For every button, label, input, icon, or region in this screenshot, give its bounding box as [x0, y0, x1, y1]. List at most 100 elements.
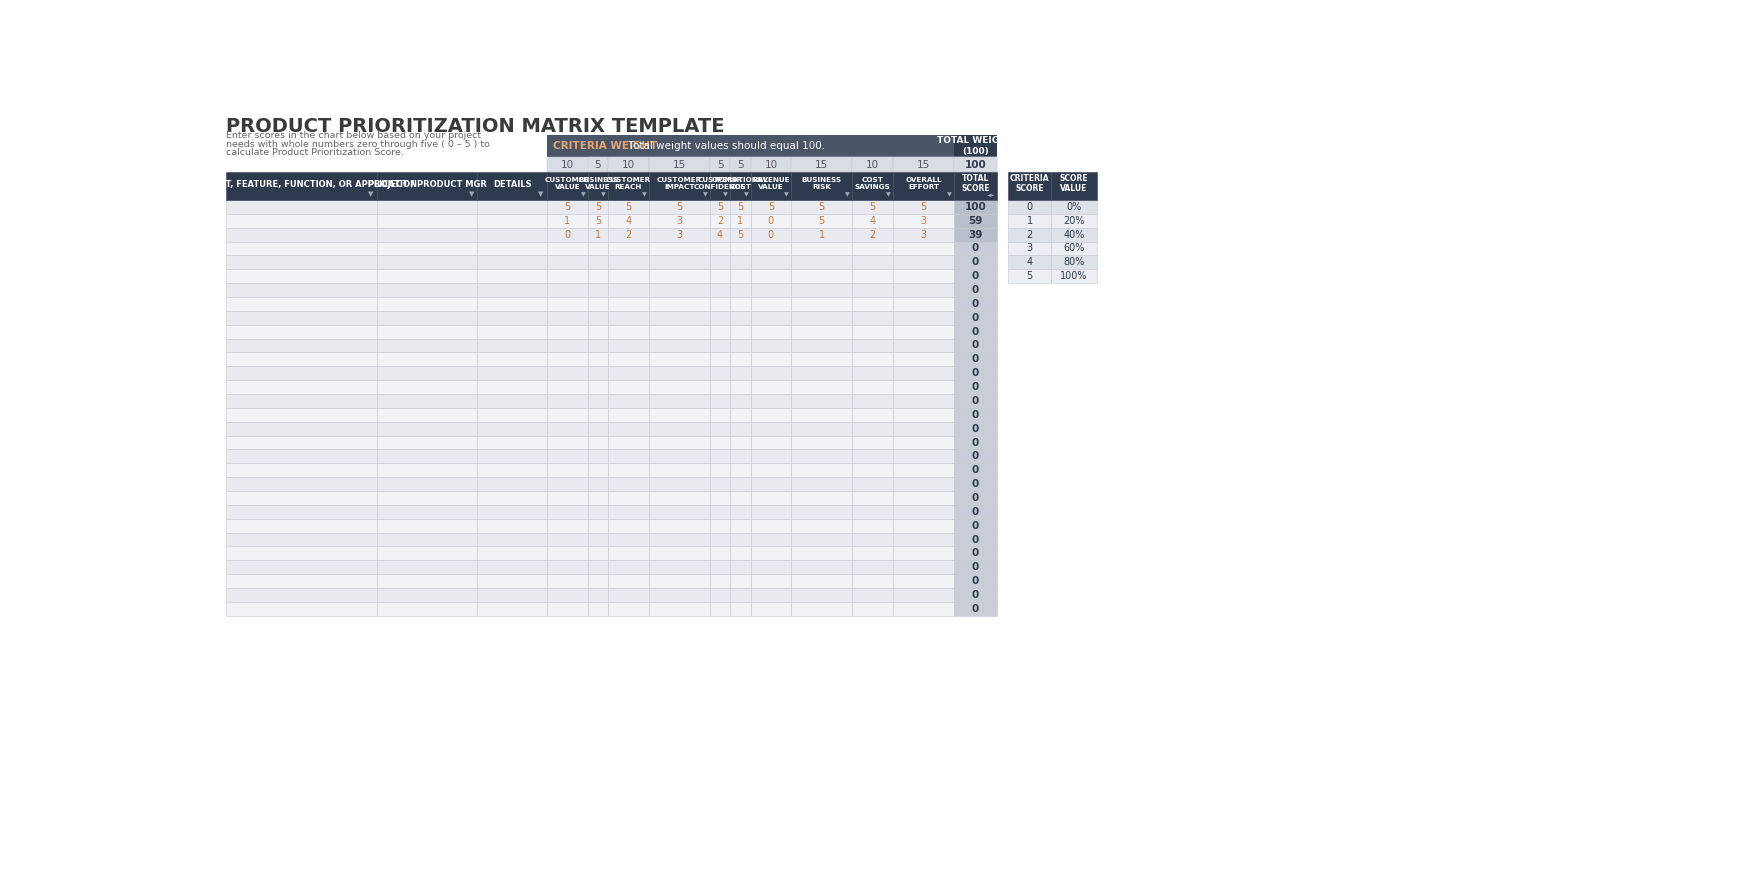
Bar	[894, 214, 955, 228]
Bar	[547, 408, 587, 422]
Bar	[477, 532, 547, 546]
Bar	[791, 602, 852, 616]
Text: ▼: ▼	[744, 192, 749, 197]
Text: 0: 0	[972, 382, 979, 392]
Bar	[225, 241, 376, 255]
Bar	[376, 200, 477, 214]
Bar	[730, 338, 751, 352]
Text: 0: 0	[972, 590, 979, 600]
Bar	[791, 228, 852, 241]
Bar	[894, 297, 955, 311]
Bar	[376, 449, 477, 464]
Bar	[955, 561, 996, 574]
Bar	[791, 200, 852, 214]
Bar	[730, 588, 751, 602]
Text: 0: 0	[1026, 202, 1033, 212]
Bar	[711, 283, 730, 297]
Bar	[751, 546, 791, 561]
Bar	[648, 422, 711, 435]
Bar	[648, 352, 711, 367]
Bar	[608, 352, 648, 367]
Bar	[751, 464, 791, 477]
Text: 0: 0	[972, 368, 979, 378]
Text: 0: 0	[972, 312, 979, 323]
Bar	[791, 491, 852, 505]
Bar	[587, 588, 608, 602]
Bar	[547, 602, 587, 616]
Bar	[648, 338, 711, 352]
Bar	[587, 394, 608, 408]
Bar	[477, 435, 547, 449]
Bar	[587, 435, 608, 449]
Text: 10: 10	[765, 159, 777, 170]
Bar	[730, 311, 751, 325]
Text: 80%: 80%	[1063, 257, 1085, 267]
Bar	[547, 449, 587, 464]
Bar	[376, 588, 477, 602]
Bar	[648, 283, 711, 297]
Bar	[547, 464, 587, 477]
Bar	[376, 602, 477, 616]
Bar	[751, 602, 791, 616]
Bar	[648, 325, 711, 338]
Text: 0: 0	[972, 271, 979, 281]
Text: 0: 0	[768, 230, 773, 239]
Text: 100%: 100%	[1061, 271, 1087, 281]
Bar	[608, 394, 648, 408]
Bar	[587, 214, 608, 228]
Bar	[477, 255, 547, 270]
Text: PROJECT / PRODUCT MGR: PROJECT / PRODUCT MGR	[368, 180, 486, 190]
Text: BUSINESS
VALUE: BUSINESS VALUE	[578, 177, 618, 190]
Bar	[791, 283, 852, 297]
Bar	[648, 505, 711, 519]
Bar	[894, 367, 955, 380]
Bar	[648, 477, 711, 491]
Bar	[894, 546, 955, 561]
Bar	[608, 338, 648, 352]
Text: CUSTOMER
CONFIDENCE: CUSTOMER CONFIDENCE	[693, 177, 746, 190]
Bar	[477, 173, 547, 200]
Bar	[711, 546, 730, 561]
Bar	[547, 173, 587, 200]
Text: 2: 2	[1026, 230, 1033, 239]
Bar	[852, 200, 894, 214]
Bar	[852, 157, 894, 173]
Text: ▼: ▼	[469, 191, 474, 198]
Text: 0: 0	[972, 506, 979, 517]
Bar	[477, 477, 547, 491]
Text: 100: 100	[965, 159, 986, 170]
Text: 0: 0	[972, 424, 979, 433]
Bar	[852, 367, 894, 380]
Bar	[955, 532, 996, 546]
Bar	[791, 464, 852, 477]
Bar	[894, 200, 955, 214]
Bar	[225, 491, 376, 505]
Bar	[955, 519, 996, 532]
Bar	[608, 311, 648, 325]
Bar	[751, 270, 791, 283]
Bar	[751, 200, 791, 214]
Text: 5: 5	[737, 202, 744, 212]
Bar	[791, 394, 852, 408]
Text: 0: 0	[972, 285, 979, 295]
Bar	[225, 464, 376, 477]
Bar	[852, 255, 894, 270]
Text: 0: 0	[972, 244, 979, 254]
Bar	[648, 241, 711, 255]
Text: calculate Product Prioritization Score.: calculate Product Prioritization Score.	[225, 149, 404, 158]
Bar	[751, 297, 791, 311]
Text: ▼: ▼	[538, 191, 544, 198]
Text: 0: 0	[972, 257, 979, 267]
Text: 0: 0	[972, 451, 979, 461]
Text: 15: 15	[672, 159, 686, 170]
Text: DETAILS: DETAILS	[493, 180, 531, 190]
Bar	[730, 228, 751, 241]
Text: 39: 39	[969, 230, 982, 239]
Bar	[1009, 255, 1050, 270]
Bar	[477, 546, 547, 561]
Bar	[730, 380, 751, 394]
Bar	[751, 228, 791, 241]
Text: 3: 3	[676, 230, 683, 239]
Bar	[587, 408, 608, 422]
Text: ▼: ▼	[723, 192, 728, 197]
